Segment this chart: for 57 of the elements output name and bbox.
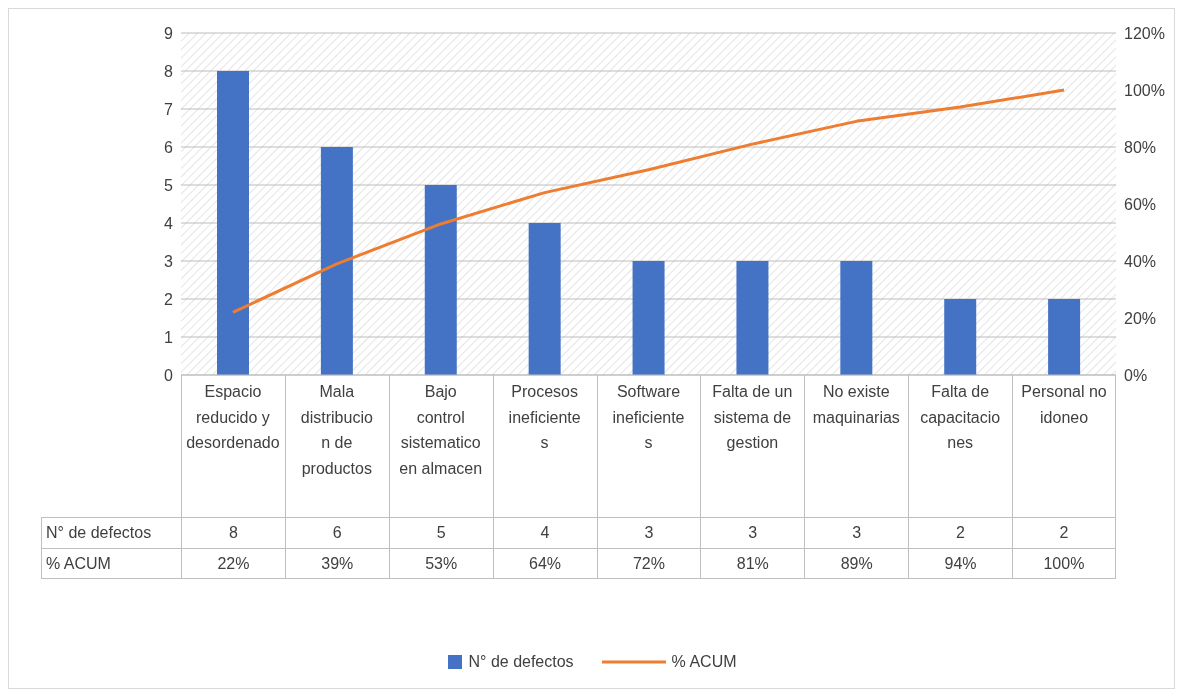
data-label: 72% [596, 548, 701, 579]
bar [736, 261, 769, 375]
legend-label: N° de defectos [468, 653, 574, 671]
x-tick-label: Software ineficientes [612, 383, 685, 451]
y-tick-label: 3 [164, 252, 174, 270]
y-tick-label: 4 [164, 214, 174, 232]
y-tick-label: 5 [164, 176, 174, 194]
data-label: 4 [492, 517, 597, 548]
bar [944, 299, 977, 375]
y-tick-label: 7 [164, 100, 174, 118]
y2-tick-label: 100% [1124, 81, 1165, 99]
y-tick-label: 0 [164, 366, 174, 384]
data-label: 53% [388, 548, 493, 579]
bar [528, 223, 561, 375]
data-label: 6 [284, 517, 389, 548]
data-label: 81% [700, 548, 805, 579]
y2-tick-label: 60% [1124, 195, 1157, 213]
y2-tick-label: 20% [1124, 309, 1157, 327]
data-label: 2 [908, 517, 1012, 548]
data-label: 22% [181, 548, 285, 579]
data-label: 2 [1012, 517, 1116, 548]
data-label: 3 [700, 517, 805, 548]
bar [217, 71, 249, 375]
data-label: 64% [492, 548, 597, 579]
data-label: 100% [1012, 548, 1116, 579]
data-label: 5 [388, 517, 493, 548]
x-tick-label: Falta de un sistema de gestion [712, 383, 793, 451]
bar [632, 261, 665, 375]
x-tick-label: Mala distribucion de productos [300, 383, 373, 477]
y2-tick-label: 80% [1124, 138, 1157, 156]
x-tick-label: Personal no idoneo [1021, 383, 1107, 426]
bar [1048, 299, 1081, 375]
y2-tick-label: 120% [1124, 24, 1165, 42]
y-tick-label: 8 [164, 62, 174, 80]
x-tick-label: Bajo control sistematico en almacen [399, 383, 483, 477]
line-series [231, 88, 1066, 314]
bar [320, 147, 353, 375]
y-tick-label: 6 [164, 138, 174, 156]
bar [840, 261, 873, 375]
legend-label: % ACUM [671, 653, 737, 671]
text: N° de defectos [46, 524, 152, 541]
y2-tick-label: 0% [1124, 366, 1148, 384]
text: % ACUM [46, 555, 111, 572]
x-tick-label: Espacio reducido y desordenado [186, 383, 280, 451]
x-tick-label: Procesos ineficientes [508, 383, 581, 451]
data-label: 39% [284, 548, 389, 579]
x-tick-label: No existe maquinarias [812, 383, 900, 426]
bar [424, 185, 457, 375]
x-tick-label: Falta de capacitaciones [920, 383, 1001, 451]
data-label: 3 [596, 517, 701, 548]
y-tick-label: 1 [164, 328, 174, 346]
data-label: 3 [804, 517, 909, 548]
y-tick-label: 9 [164, 24, 174, 42]
data-label: 94% [908, 548, 1012, 579]
y-tick-label: 2 [164, 290, 174, 308]
y2-tick-label: 40% [1124, 252, 1157, 270]
data-label: 89% [804, 548, 909, 579]
